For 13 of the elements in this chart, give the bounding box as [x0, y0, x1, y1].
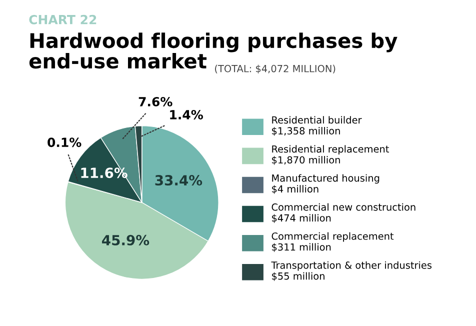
data-label: 1.4%: [170, 110, 203, 120]
data-label: 0.1%: [48, 138, 82, 148]
legend-label: Commercial new construction $474 million: [272, 203, 416, 223]
legend-label: Residential builder $1,358 million: [272, 116, 362, 136]
legend-label: Transportation & other industries $55 million: [271, 261, 432, 282]
legend-label: Commercial replacement $311 million: [272, 232, 394, 252]
data-label: 45.9%: [102, 234, 150, 246]
data-label: 33.4%: [155, 175, 202, 186]
chart-subtitle: (TOTAL: $4,072 MILLION): [215, 64, 336, 74]
legend-label: Residential replacement $1,870 million: [272, 145, 389, 165]
data-label: 7.6%: [138, 96, 172, 106]
caption: CHART 22: [29, 14, 96, 24]
legend-label: Manufactured housing $4 million: [272, 174, 380, 194]
